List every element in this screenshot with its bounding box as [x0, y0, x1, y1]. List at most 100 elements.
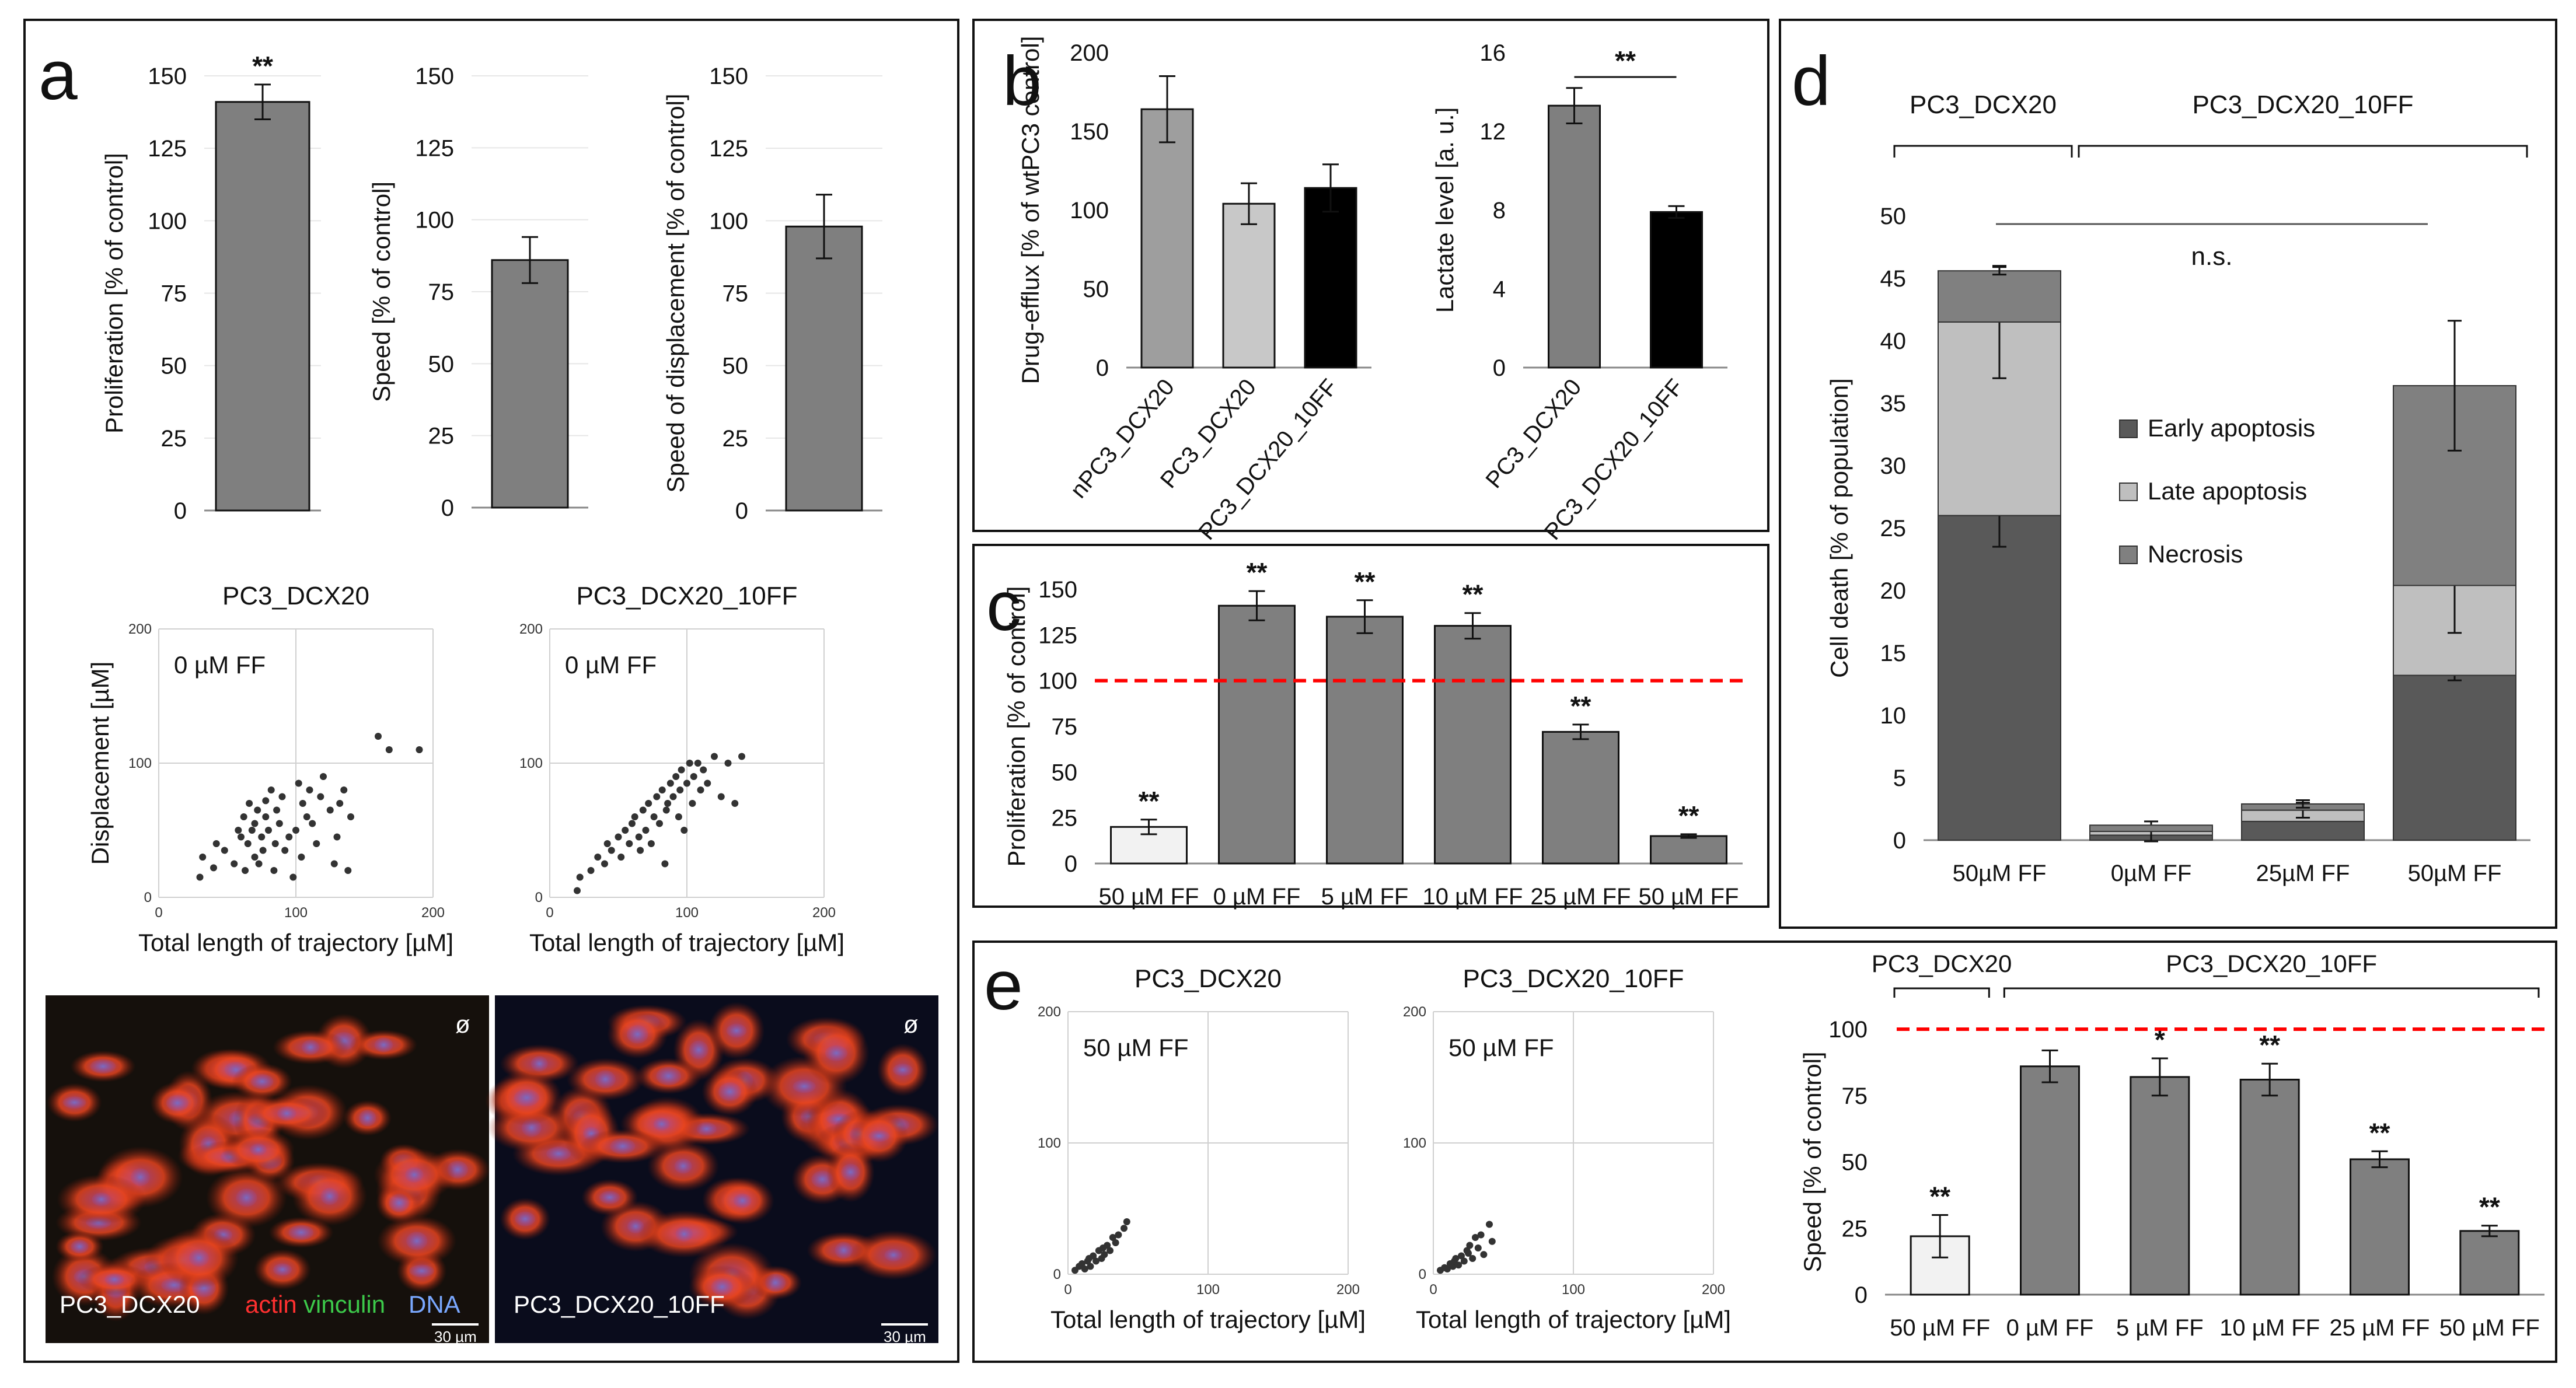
y-axis-label: Drug-efflux [% of wtPC3 control]: [1017, 36, 1044, 384]
scatter-point: [251, 854, 259, 861]
scatter-point: [650, 813, 658, 820]
y-axis-label: Proliferation [% of control]: [1003, 586, 1030, 867]
y-tick-label: 45: [1880, 266, 1907, 292]
cell-nucleus: [71, 1240, 89, 1254]
scatter-point: [656, 820, 663, 827]
scale-bar-label: 30 µm: [434, 1328, 477, 1345]
y-tick-label: 125: [148, 136, 187, 162]
y-tick-label: 100: [1828, 1017, 1868, 1043]
scatter-point: [724, 760, 732, 767]
y-tick-label: 100: [415, 208, 454, 233]
bar: [1548, 104, 1601, 369]
x-tick-label: nPC3_DCX20: [1066, 375, 1179, 504]
cell-nucleus: [530, 1055, 548, 1072]
significance-label: n.s.: [2191, 242, 2233, 271]
scatter-point: [1078, 1260, 1085, 1267]
bar: [2239, 1078, 2300, 1296]
scatter-point: [1087, 1263, 1094, 1270]
x-tick-label: 50 µM FF: [1890, 1315, 1990, 1341]
y-tick-label: 100: [128, 756, 152, 771]
x-tick-label: 100: [675, 905, 699, 921]
y-tick-label: 125: [709, 136, 748, 162]
scatter-point: [1455, 1261, 1462, 1269]
y-axis-label: Displacement [µM]: [86, 662, 114, 865]
scatter-title: PC3_DCX20_10FF: [576, 582, 797, 610]
x-tick-label: 0µM FF: [2111, 861, 2192, 886]
scatter-point: [645, 800, 652, 807]
y-tick-label: 0: [1893, 828, 1906, 854]
cell-nucleus: [320, 1187, 339, 1205]
scatter-point: [1488, 1237, 1496, 1245]
scatter-point: [1104, 1242, 1111, 1249]
scatter-point: [615, 833, 622, 841]
cell-nucleus: [166, 1095, 189, 1111]
y-tick-label: 0: [1855, 1282, 1868, 1308]
scatter-point: [731, 800, 739, 807]
y-tick-label: 20: [1880, 578, 1907, 604]
cell-nucleus: [236, 1188, 257, 1207]
y-tick-label: 25: [161, 426, 187, 452]
scatter-point: [344, 867, 352, 874]
cell-nucleus: [250, 1143, 267, 1156]
micrograph-corner-symbol: ø: [903, 1011, 919, 1038]
y-tick-label: 100: [1403, 1135, 1426, 1151]
scatter-point: [306, 786, 313, 793]
x-tick-label: 50 µM FF: [1099, 884, 1199, 910]
chart-a3-displacement-speed: 0 25 50 75 100 125 150 Speed of displacement [%…: [662, 64, 882, 524]
scatter-point: [309, 820, 316, 827]
scatter-point: [1115, 1231, 1122, 1239]
x-tick-label: PC3_DCX20_10FF: [1194, 375, 1343, 545]
scatter-point: [626, 840, 633, 847]
significance-label: **: [1929, 1181, 1950, 1212]
scatter-point: [642, 827, 650, 834]
x-tick-label: PC3_DCX20: [1481, 375, 1586, 494]
cell-nucleus: [599, 1191, 620, 1204]
panel-letter-a: a: [39, 36, 78, 114]
scatter-point: [637, 847, 644, 854]
scatter-point: [246, 800, 253, 807]
scale-bar-label: 30 µm: [884, 1328, 926, 1345]
scatter-point: [347, 813, 354, 820]
scatter-point: [672, 773, 680, 780]
group-label: PC3_DCX20_10FF: [2166, 950, 2377, 977]
scatter-point: [664, 800, 672, 807]
legend-label: Early apoptosis: [2148, 414, 2315, 442]
scatter-point: [738, 753, 745, 760]
y-tick-label: 35: [1880, 391, 1907, 417]
y-tick-label: 150: [709, 64, 748, 89]
scatter-point: [238, 833, 245, 841]
scatter-point: [278, 793, 286, 800]
scatter-point: [1101, 1251, 1108, 1258]
cell-nucleus: [675, 1226, 693, 1242]
micrograph-dcx20-10ff: PC3_DCX20_10FF 30 µm ø: [485, 995, 939, 1345]
scatter-title: PC3_DCX20_10FF: [1462, 964, 1684, 993]
bar: [2459, 1230, 2520, 1296]
stain-vinculin-label: vinculin: [303, 1291, 385, 1318]
cell-nucleus: [718, 1082, 742, 1102]
significance-label: **: [2479, 1192, 2500, 1222]
x-tick-label: 0: [155, 905, 162, 921]
scatter-point: [1465, 1250, 1472, 1257]
stain-actin-label: actin: [245, 1291, 297, 1318]
scatter-point: [622, 827, 629, 834]
y-tick-label: 0: [735, 498, 748, 524]
panel-b-frame: [972, 19, 1769, 532]
scatter-point: [212, 840, 220, 847]
scatter-point: [1081, 1265, 1088, 1272]
x-tick-label: 0: [546, 905, 553, 921]
micrograph-dcx20: PC3_DCX20 actin vinculin DNA 30 µm ø: [46, 995, 490, 1345]
cell-nucleus: [277, 1106, 296, 1121]
cell-nucleus: [884, 1249, 903, 1261]
scatter-point: [669, 793, 677, 800]
scatter-annotation: 0 µM FF: [565, 651, 657, 679]
scatter-title: PC3_DCX20: [1135, 964, 1282, 993]
cell-nucleus: [189, 1249, 210, 1267]
scatter-point: [265, 827, 272, 834]
y-axis-label: Cell death [% of population]: [1825, 378, 1853, 678]
y-tick-label: 0: [174, 498, 187, 524]
scatter-point: [1449, 1263, 1457, 1270]
y-axis-label: Speed of displacement [% of control]: [662, 93, 689, 492]
scatter-point: [275, 820, 283, 827]
scatter-point: [240, 813, 247, 820]
